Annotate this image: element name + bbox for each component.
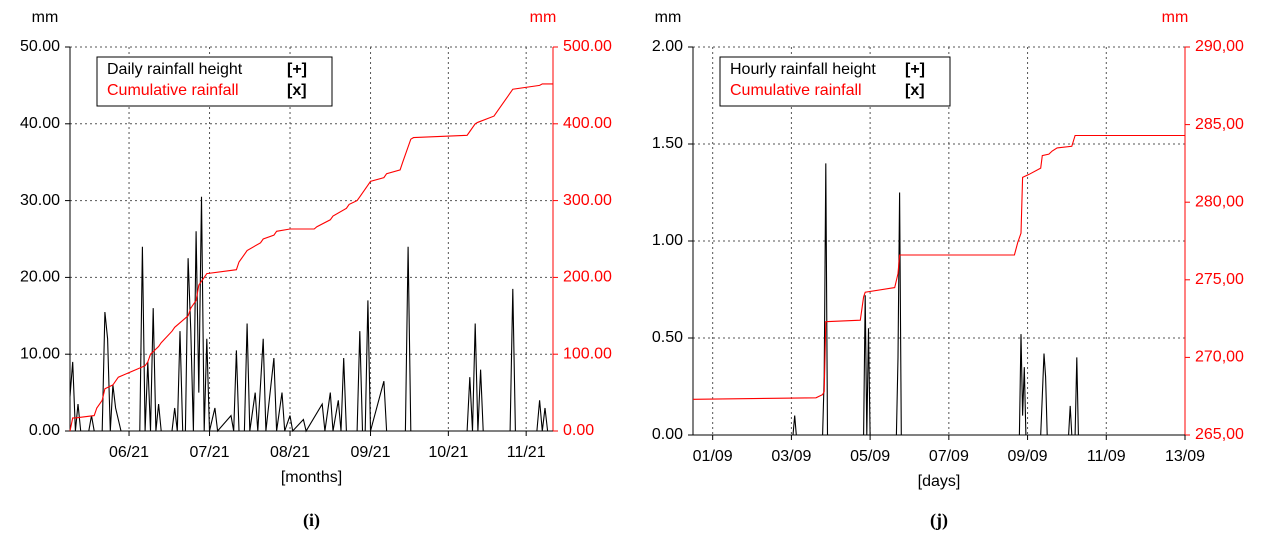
x-axis-label: [days] <box>918 473 961 490</box>
y-tick-label: 30.00 <box>20 192 60 209</box>
legend-marker: [+] <box>287 61 307 78</box>
y-tick-label: 50.00 <box>20 38 60 55</box>
y-axis-unit: mm <box>32 9 59 26</box>
legend-label: Hourly rainfall height <box>730 61 876 78</box>
data-line <box>69 83 553 432</box>
y-tick-label: 40.00 <box>20 115 60 132</box>
y2-tick-label: 275,00 <box>1195 271 1244 288</box>
y-axis-unit: mm <box>655 9 682 26</box>
legend-box <box>719 56 951 107</box>
legend-marker: [x] <box>287 82 307 99</box>
y-tick-label: 0.50 <box>652 329 683 346</box>
y2-tick-label: 300.00 <box>563 192 612 209</box>
y2-tick-label: 290,00 <box>1195 38 1244 55</box>
x-tick-label: 08/21 <box>270 444 310 461</box>
y-tick-label: 20.00 <box>20 269 60 286</box>
legend-label: Cumulative rainfall <box>730 82 862 99</box>
data-line <box>692 134 1185 400</box>
y-tick-label: 0.00 <box>29 422 60 439</box>
x-tick-label: 11/09 <box>1087 448 1126 465</box>
legend-label: Cumulative rainfall <box>107 82 239 99</box>
y2-tick-label: 500.00 <box>563 38 612 55</box>
y2-tick-label: 285,00 <box>1195 116 1244 133</box>
x-tick-label: 09/09 <box>1008 448 1048 465</box>
y2-axis-unit: mm <box>530 9 557 26</box>
legend-label: Daily rainfall height <box>107 61 243 78</box>
y-tick-label: 1.50 <box>652 135 683 152</box>
y2-tick-label: 100.00 <box>563 345 612 362</box>
y-tick-label: 2.00 <box>652 38 683 55</box>
data-line <box>693 163 1185 436</box>
x-tick-label: 07/21 <box>190 444 230 461</box>
x-tick-label: 09/21 <box>351 444 391 461</box>
y2-tick-label: 200.00 <box>563 269 612 286</box>
y-tick-label: 1.00 <box>652 232 683 249</box>
x-tick-label: 10/21 <box>428 444 468 461</box>
panel-caption: (j) <box>930 510 948 531</box>
legend-marker: [x] <box>905 82 925 99</box>
x-tick-label: 13/09 <box>1165 448 1205 465</box>
y-tick-label: 10.00 <box>20 345 60 362</box>
x-tick-label: 07/09 <box>929 448 969 465</box>
legend-marker: [+] <box>905 61 925 78</box>
y2-tick-label: 280,00 <box>1195 193 1244 210</box>
x-tick-label: 03/09 <box>771 448 811 465</box>
chart-panel: 0.00 10.00 20.00 30.00 40.00 50.00 0.00 100.00 2… <box>20 9 612 531</box>
y2-tick-label: 265,00 <box>1195 426 1244 443</box>
data-line <box>69 196 553 433</box>
y-tick-label: 0.00 <box>652 426 683 443</box>
y2-tick-label: 270,00 <box>1195 349 1244 366</box>
x-tick-label: 01/09 <box>693 448 733 465</box>
y2-tick-label: 0.00 <box>563 422 594 439</box>
panel-caption: (i) <box>303 510 320 531</box>
x-tick-label: 06/21 <box>109 444 149 461</box>
x-tick-label: 05/09 <box>850 448 890 465</box>
x-axis-label: [months] <box>281 469 342 486</box>
legend-box <box>96 56 333 107</box>
y2-axis-unit: mm <box>1162 9 1189 26</box>
y2-tick-label: 400.00 <box>563 115 612 132</box>
chart-panel: 0.00 0.50 1.00 1.50 2.00 265,00 270,00 275,00 28… <box>652 9 1244 531</box>
x-tick-label: 11/21 <box>507 444 546 461</box>
